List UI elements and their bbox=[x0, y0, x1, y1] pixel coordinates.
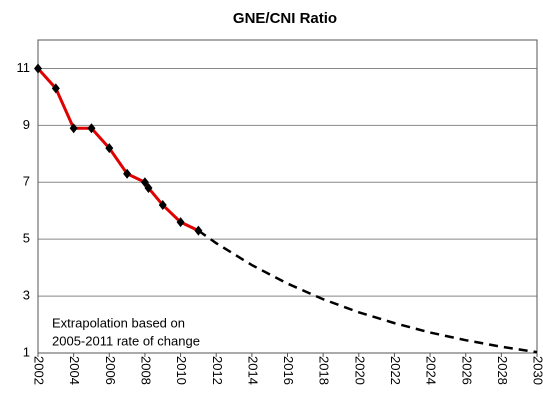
x-tick-label: 2022 bbox=[388, 356, 403, 385]
x-tick-label: 2014 bbox=[245, 356, 260, 385]
data-point bbox=[87, 123, 96, 134]
data-point bbox=[69, 123, 78, 134]
x-tick-label: 2020 bbox=[352, 356, 367, 385]
y-tick-label: 9 bbox=[23, 117, 30, 132]
data-point bbox=[123, 168, 132, 179]
x-tick-label: 2004 bbox=[67, 356, 82, 385]
data-point bbox=[51, 83, 60, 94]
y-tick-label: 7 bbox=[23, 174, 30, 189]
y-tick-label: 1 bbox=[23, 344, 30, 359]
y-tick-label: 3 bbox=[23, 288, 30, 303]
data-point bbox=[140, 177, 149, 188]
annotation: 2005-2011 rate of change bbox=[52, 333, 200, 348]
y-tick-label: 11 bbox=[17, 60, 31, 75]
chart-title: GNE/CNI Ratio bbox=[233, 10, 337, 27]
x-tick-label: 2002 bbox=[32, 356, 47, 385]
data-point bbox=[105, 143, 114, 154]
x-tick-label: 2024 bbox=[424, 356, 439, 385]
annotation: Extrapolation based on bbox=[52, 315, 185, 330]
data-point bbox=[194, 225, 203, 236]
data-point bbox=[158, 200, 167, 211]
data-line bbox=[36, 67, 200, 232]
x-tick-label: 2018 bbox=[317, 356, 332, 385]
x-tick-label: 2016 bbox=[281, 356, 296, 385]
x-tick-label: 2030 bbox=[531, 356, 543, 385]
data-point bbox=[34, 63, 42, 74]
x-tick-label: 2012 bbox=[210, 356, 225, 385]
x-tick-label: 2010 bbox=[174, 356, 189, 385]
x-tick-label: 2008 bbox=[138, 356, 153, 385]
data-point bbox=[144, 182, 153, 193]
x-tick-label: 2028 bbox=[495, 356, 510, 385]
y-tick-label: 5 bbox=[23, 231, 30, 246]
plot-frame bbox=[37, 39, 538, 354]
x-tick-label: 2006 bbox=[103, 356, 118, 385]
x-tick-label: 2026 bbox=[459, 356, 474, 385]
extrapolation-line bbox=[197, 229, 538, 354]
data-point bbox=[176, 217, 185, 228]
